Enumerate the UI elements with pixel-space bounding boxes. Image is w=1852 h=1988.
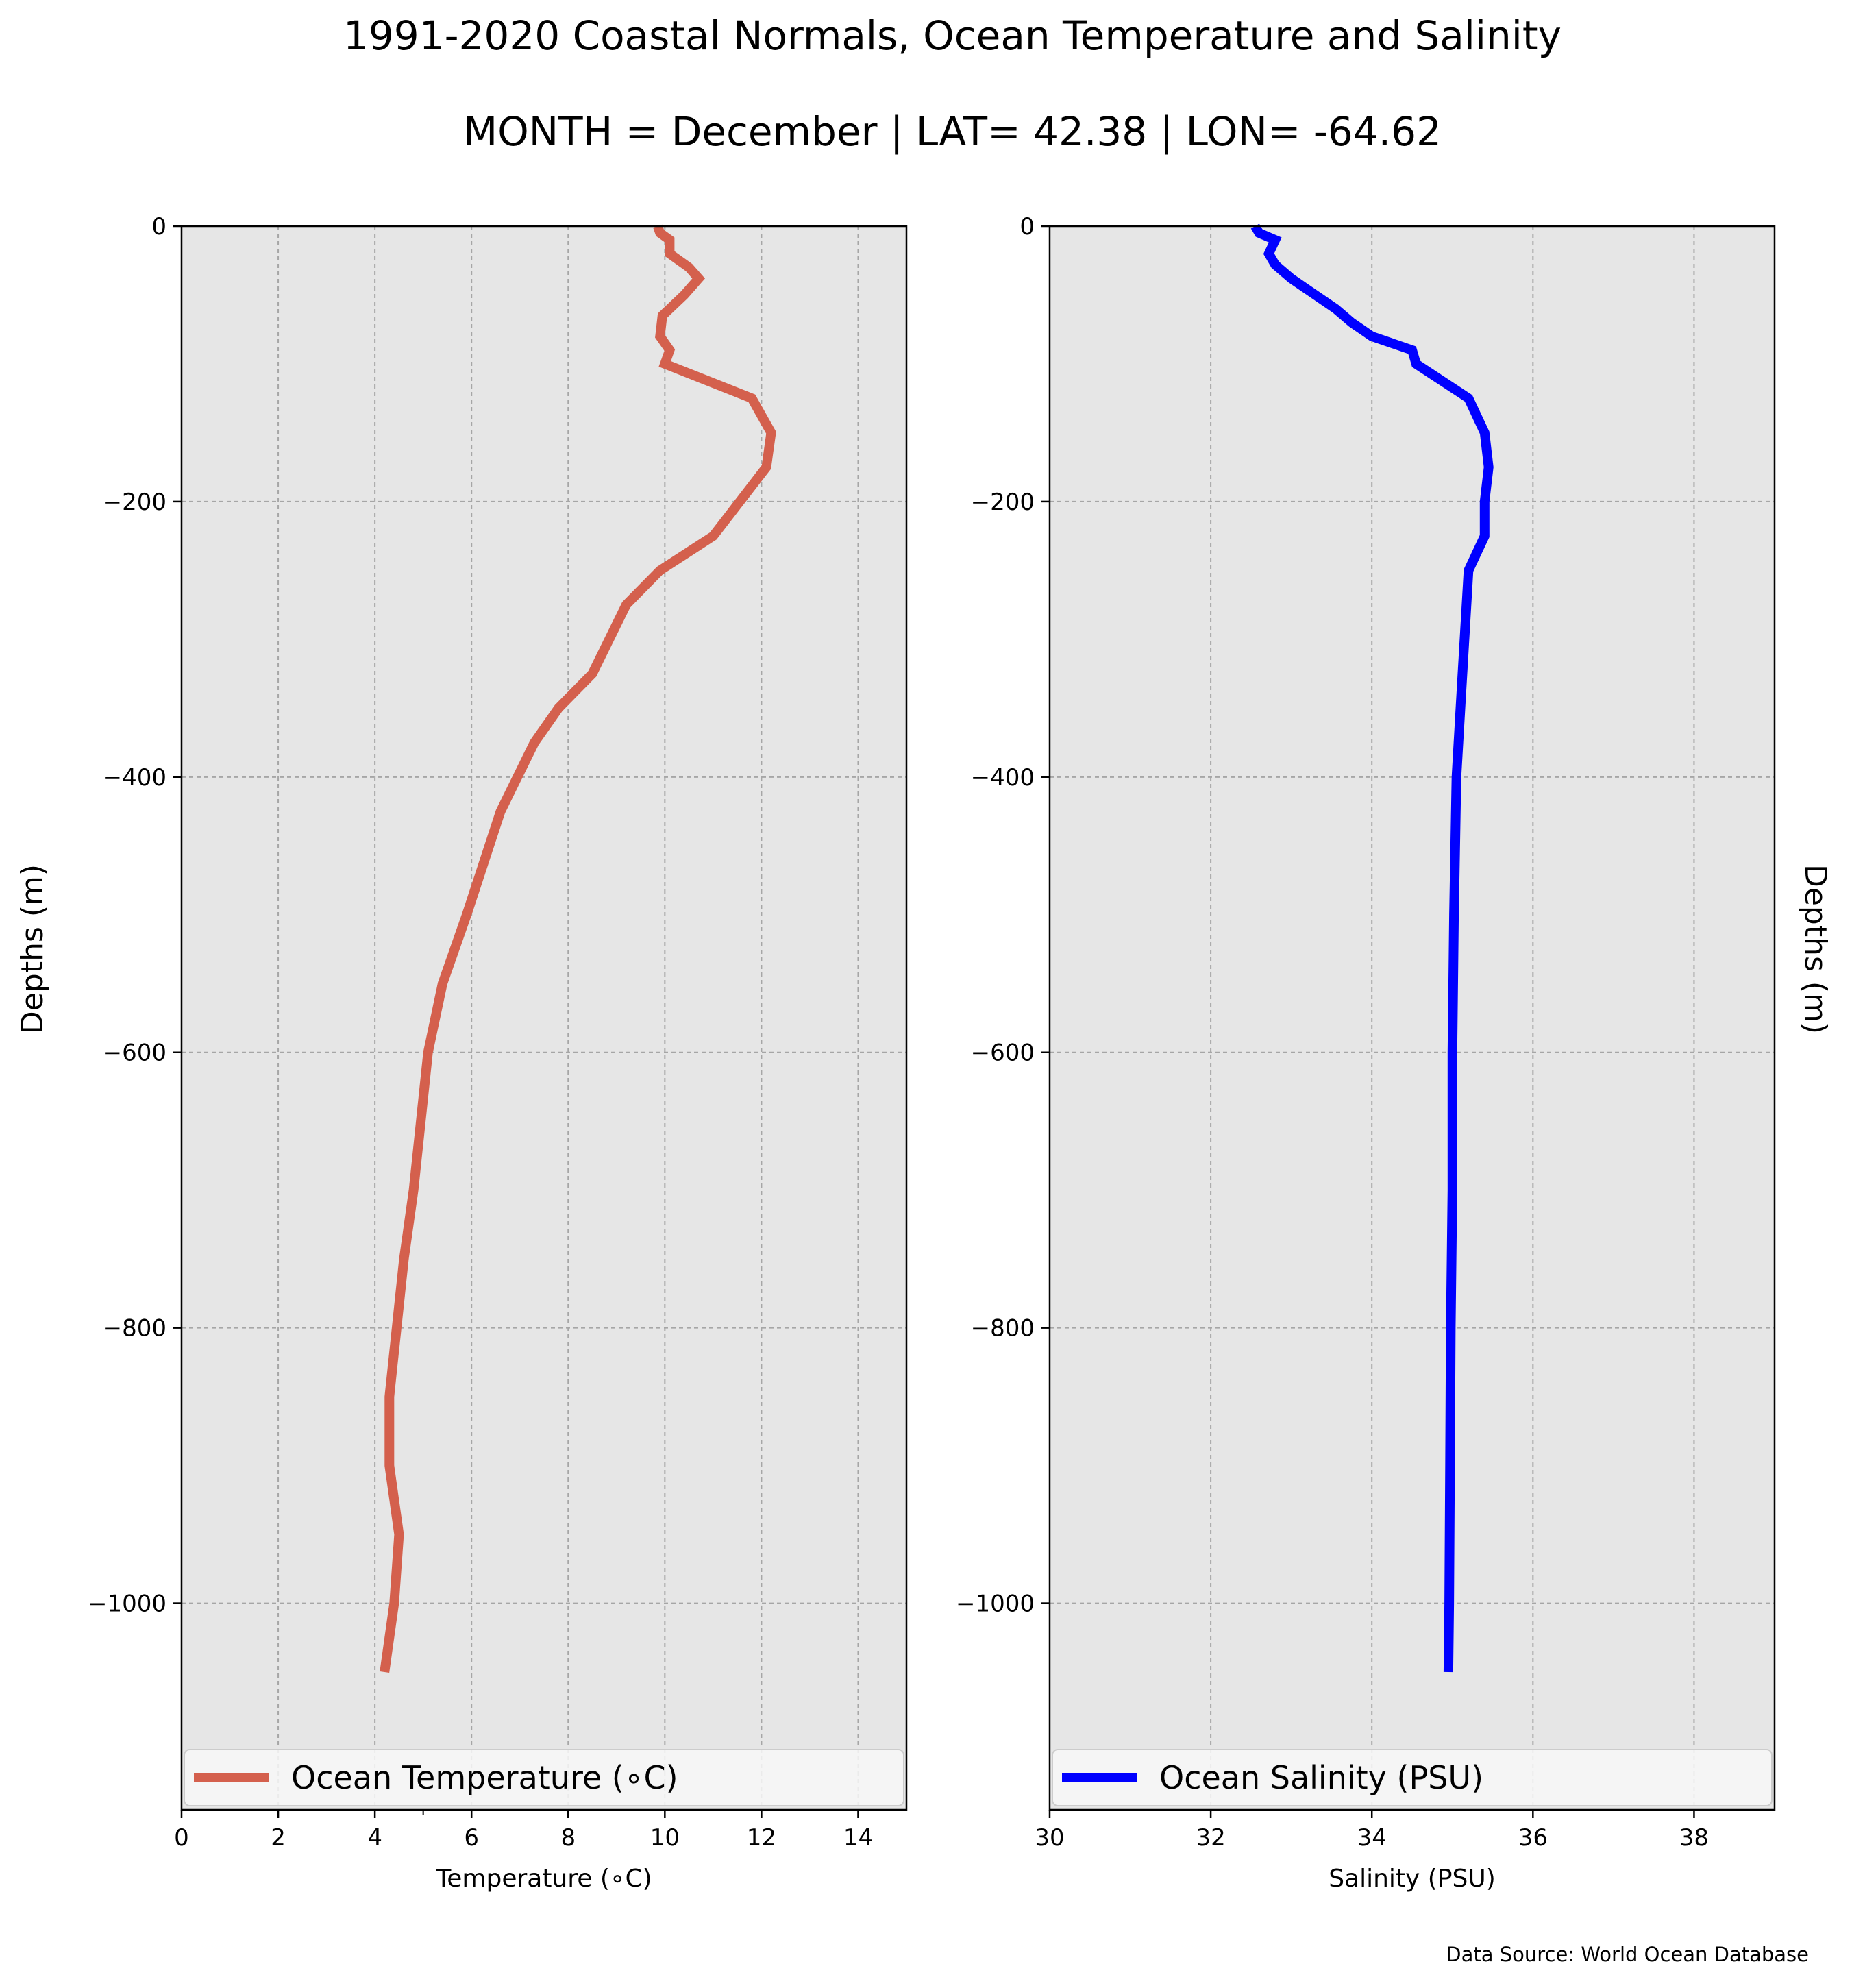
salinity-y-tick-label-0: 0 [1020,213,1035,241]
temperature-y-tick-label-0: 0 [151,213,166,241]
temperature-y-tick-label-1: −200 [103,489,166,516]
temperature-x-tick-label-5: 10 [650,1824,680,1852]
temperature-series-line-0 [380,224,776,1673]
temperature-axes-frame [180,225,908,1811]
salinity-y-tick-label-4: −800 [971,1315,1035,1342]
temperature-y-tick-label-2: −400 [103,764,166,791]
temperature-x-tick-label-3: 6 [464,1824,479,1852]
temperature-panel: 0 2 4 6 8 10 12 14 0 −200 −400 −600 −800 −1000 Tempera… [88,213,908,1893]
temperature-x-axis-label: Temperature (∘C) [435,1865,652,1893]
salinity-x-tick-label-0: 30 [1035,1824,1064,1852]
salinity-series-line-0 [1250,223,1494,1673]
salinity-x-axis-label: Salinity (PSU) [1329,1865,1496,1893]
temperature-x-tick-label-1: 2 [271,1824,286,1852]
salinity-legend-label-0: Ocean Salinity (PSU) [1159,1759,1483,1796]
temperature-y-tick-label-3: −600 [103,1040,166,1067]
temperature-x-tick-label-4: 8 [560,1824,576,1852]
salinity-y-tick-label-5: −1000 [956,1591,1035,1618]
right-y-axis-label: Depths (m) [1798,864,1833,1034]
temperature-x-tick-label-0: 0 [174,1824,189,1852]
temperature-x-tick-label-6: 12 [747,1824,776,1852]
salinity-x-tick-label-1: 32 [1196,1824,1225,1852]
temperature-y-tick-label-4: −800 [103,1315,166,1342]
salinity-axes-frame [1048,225,1776,1811]
salinity-x-tick-label-3: 36 [1518,1824,1548,1852]
figure-subtitle: MONTH = December | LAT= 42.38 | LON= -64… [463,108,1442,155]
salinity-y-tick-label-3: −600 [971,1040,1035,1067]
figure-title: 1991-2020 Coastal Normals, Ocean Tempera… [343,12,1561,59]
temperature-legend-box [184,1749,904,1806]
salinity-x-tick-label-4: 38 [1679,1824,1709,1852]
salinity-panel: 30 32 34 36 38 0 −200 −400 −600 −800 −1000 Salinity… [956,213,1776,1893]
temperature-x-tick-label-2: 4 [367,1824,382,1852]
temperature-y-tick-label-5: −1000 [88,1591,166,1618]
temperature-x-tick-label-7: 14 [843,1824,873,1852]
temperature-legend-label-0: Ocean Temperature (∘C) [291,1759,678,1796]
salinity-y-tick-label-1: −200 [971,489,1035,516]
salinity-x-tick-label-2: 34 [1357,1824,1387,1852]
salinity-plot-area [1050,226,1775,1810]
left-y-axis-label: Depths (m) [15,864,50,1034]
salinity-legend-box [1052,1749,1773,1806]
salinity-y-tick-label-2: −400 [971,764,1035,791]
temperature-plot-area [182,226,906,1810]
data-source-note: Data Source: World Ocean Database [1446,1943,1809,1966]
